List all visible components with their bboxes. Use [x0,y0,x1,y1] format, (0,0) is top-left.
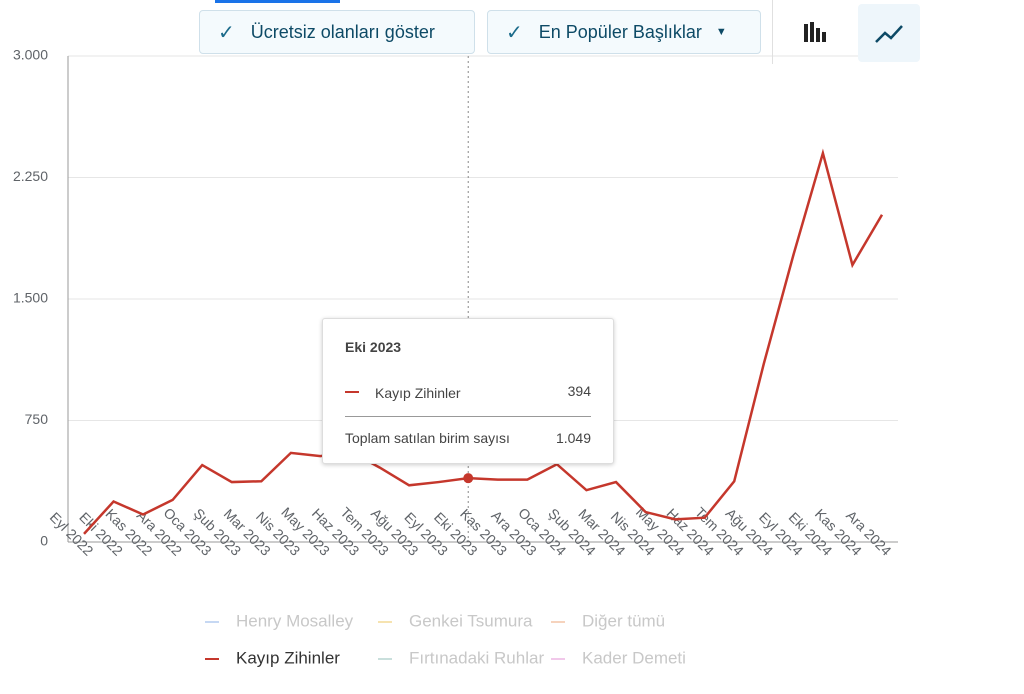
legend-label: Kayıp Zihinler [236,648,340,667]
hover-point [463,473,474,484]
tooltip-rule [345,416,591,417]
legend-label: Genkei Tsumura [409,611,533,630]
tooltip: Eki 2023 Kayıp Zihinler 394 Toplam satıl… [322,318,614,464]
line-chart-toggle[interactable] [858,4,920,62]
y-tick-label: 1.500 [13,290,48,306]
tooltip-title: Eki 2023 [345,339,402,355]
y-tick-label: 750 [25,411,49,427]
series-line [83,148,884,535]
y-tick-label: 3.000 [13,47,48,63]
tooltip-value: 394 [567,383,591,399]
tab-indicator [215,0,340,3]
bar-chart-icon[interactable] [800,18,830,48]
tooltip-total-label: Toplam satılan birim sayısı [345,430,510,446]
legend-label: Henry Mosalley [236,611,354,630]
tooltip-series: Kayıp Zihinler [375,385,461,401]
dropdown-label: En Popüler Başlıklar [538,21,702,42]
tooltip-swatch [345,391,359,393]
free-toggle[interactable]: ✓ Ücretsiz olanları göster [199,10,475,54]
y-tick-label: 2.250 [13,168,48,184]
y-tick-label: 0 [40,533,48,549]
divider [772,0,773,64]
legend-label: Kader Demeti [582,648,686,667]
tooltip-total: 1.049 [555,430,591,446]
legend-label: Fırtınadaki Ruhlar [409,648,544,667]
free-toggle-label: Ücretsiz olanları göster [250,21,435,42]
title-dropdown[interactable]: ✓ En Popüler Başlıklar ▼ [487,10,761,54]
legend-label: Diğer tümü [582,611,665,630]
